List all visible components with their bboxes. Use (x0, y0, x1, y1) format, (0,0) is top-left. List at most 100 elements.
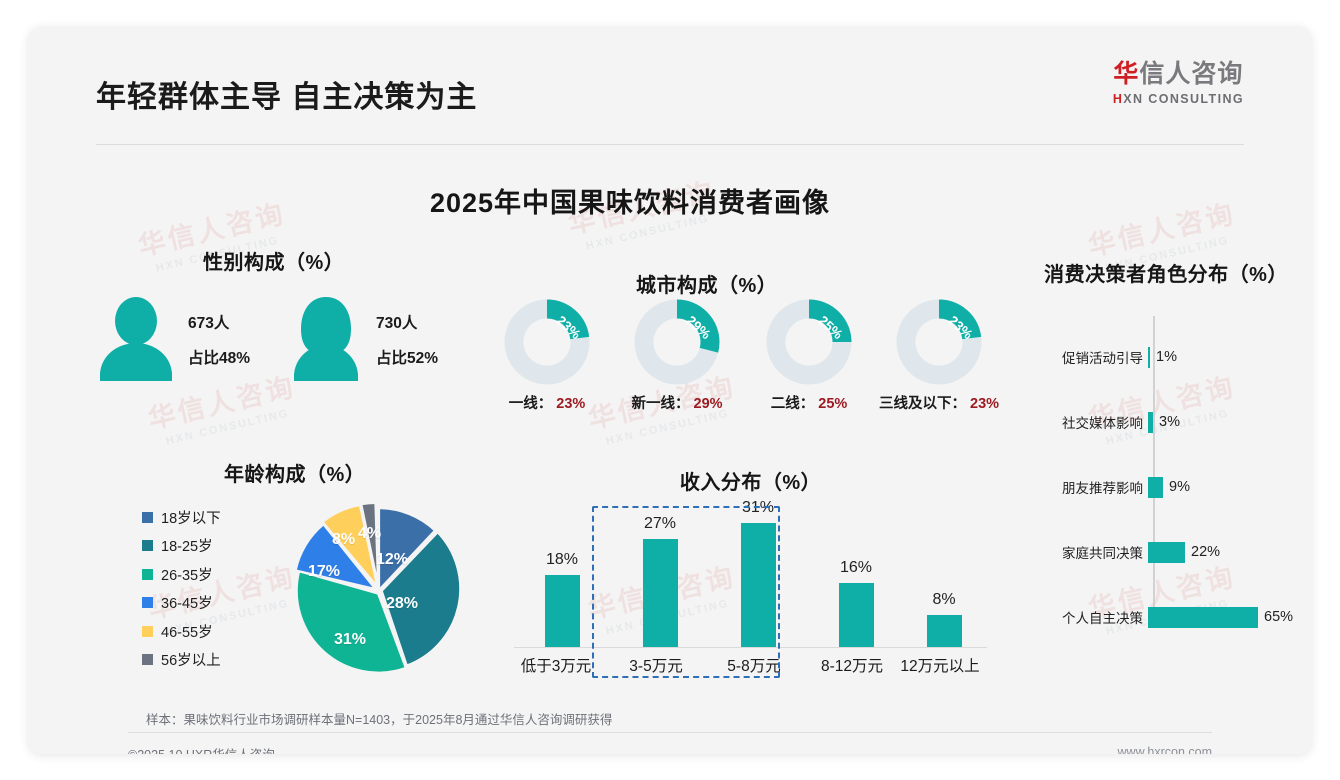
bar (1148, 411, 1153, 433)
legend-swatch (142, 654, 153, 666)
legend-item: 26-35岁 (142, 560, 221, 589)
slide-canvas: 年轻群体主导 自主决策为主 华信人咨询 HXN CONSULTING 华信人咨询… (28, 26, 1312, 754)
decision-bar-row: 个人自主决策 65% (1028, 604, 1303, 630)
bar-value-label: 3% (1159, 414, 1180, 430)
legend-label: 46-55岁 (161, 624, 213, 641)
donut-item: 23% 一线： 23% (483, 298, 611, 413)
donut-gauge-newtier1: 29% (633, 298, 721, 386)
income-section-heading: 收入分布（%） (679, 472, 822, 494)
legend-swatch (142, 625, 153, 637)
bar (1148, 541, 1185, 563)
income-bar-group: 27% (616, 515, 704, 647)
decision-label: 朋友推荐影响 (1062, 481, 1143, 496)
slide-header: 年轻群体主导 自主决策为主 华信人咨询 HXN CONSULTING (28, 26, 1312, 145)
header-divider (96, 144, 1244, 145)
legend-label: 26-35岁 (161, 567, 213, 584)
legend-item: 18岁以下 (142, 503, 221, 532)
bar (1148, 476, 1163, 498)
decision-bar-row: 家庭共同决策 22% (1028, 539, 1303, 565)
donut-gauge-tier3: 23% (895, 298, 983, 386)
income-bar-group: 31% (714, 499, 802, 647)
income-plot: 18% 27% 31% 16% 8% (508, 499, 993, 648)
female-silhouette-icon (288, 295, 364, 386)
logo-cn-gray: 信人咨询 (1139, 60, 1244, 88)
bar (544, 575, 580, 647)
donut-label: 三线及以下： 23% (878, 396, 1000, 412)
bar-value-label: 16% (839, 559, 873, 576)
decision-label: 家庭共同决策 (1062, 546, 1143, 561)
income-highlight-box (592, 506, 780, 678)
legend-item: 36-45岁 (142, 589, 221, 618)
income-category-label: 5-8万元 (727, 658, 781, 675)
pie-value-label: 17% (308, 563, 341, 580)
decision-role-chart: 消费决策者角色分布（%） 促销活动引导 1% 社交媒体影响 3% 朋友推荐影响 … (1028, 258, 1303, 638)
pie-value-label: 4% (358, 525, 382, 542)
legend-item: 56岁以上 (142, 646, 221, 675)
pie-value-label: 28% (386, 595, 419, 612)
page-title: 年轻群体主导 自主决策为主 (96, 81, 478, 114)
company-logo: 华信人咨询 HXN CONSULTING (1113, 60, 1244, 106)
female-share: 占比52% (376, 350, 439, 367)
bar (926, 615, 962, 647)
decision-bar-row: 朋友推荐影响 9% (1028, 474, 1303, 500)
decision-label: 社交媒体影响 (1062, 416, 1143, 431)
decision-label: 促销活动引导 (1062, 351, 1143, 366)
donut-gauge-tier1: 23% (503, 298, 591, 386)
city-section-heading: 城市构成（%） (636, 275, 778, 297)
bar-value-label: 1% (1156, 349, 1177, 365)
income-axis-line (514, 647, 987, 648)
decision-label: 个人自主决策 (1062, 611, 1143, 626)
logo-en-red: H (1112, 91, 1124, 106)
pie-value-label: 8% (332, 531, 356, 548)
male-count: 673人 (188, 315, 230, 332)
legend-label: 18岁以下 (161, 510, 221, 527)
bar (838, 583, 874, 647)
decision-bar-row: 促销活动引导 1% (1028, 344, 1303, 370)
bar-value-label: 8% (932, 591, 956, 608)
legend-swatch (142, 597, 153, 609)
legend-swatch (142, 540, 153, 552)
legend-swatch (142, 568, 153, 580)
bar-value-label: 65% (1264, 609, 1294, 625)
bar-value-label: 18% (545, 551, 579, 568)
legend-item: 18-25岁 (142, 532, 221, 561)
donut-item: 23% 三线及以下： 23% (875, 298, 1003, 413)
age-legend: 18岁以下 18-25岁 26-35岁 36-45岁 46-55岁 56岁以上 (142, 503, 221, 674)
donut-label: 一线： 23% (508, 396, 586, 412)
male-share: 占比48% (188, 350, 251, 367)
legend-label: 18-25岁 (161, 539, 213, 556)
bar-value-label: 9% (1169, 479, 1190, 495)
pie-value-label: 12% (376, 551, 409, 568)
bar (1148, 346, 1150, 368)
male-silhouette-icon (98, 295, 174, 386)
logo-en-gray: XN CONSULTING (1123, 91, 1244, 106)
bar (642, 539, 678, 647)
legend-item: 46-55岁 (142, 617, 221, 646)
copyright-text: ©2025.10 HXR华信人咨询 (128, 744, 275, 754)
bar-value-label: 27% (643, 515, 677, 532)
chart-main-title: 2025年中国果味饮料消费者画像 (429, 188, 831, 218)
female-count: 730人 (376, 315, 418, 332)
city-composition-chart: 23% 一线： 23% 29% 新一线： 29% 25% (483, 298, 1013, 412)
income-bar-group: 16% (812, 559, 900, 647)
income-distribution-chart: 收入分布（%） 18% 27% 31% 16% 8% (508, 466, 993, 691)
age-section-heading: 年龄构成（%） (224, 464, 366, 486)
age-pie: 12% 28% 31% 17% 8% 4% (290, 501, 468, 679)
legend-label: 56岁以上 (161, 653, 221, 670)
donut-label: 二线： 25% (770, 396, 848, 412)
gender-composition-chart: 673人 占比48% 730人 占比52% (98, 263, 498, 383)
income-category-label: 低于3万元 (520, 658, 592, 675)
gender-section-heading: 性别构成（%） (203, 252, 345, 274)
age-composition-chart: 18岁以下 18-25岁 26-35岁 36-45岁 46-55岁 56岁以上 (138, 461, 468, 686)
income-category-label: 12万元以上 (900, 658, 980, 675)
decision-axis-line (1153, 316, 1155, 614)
legend-label: 36-45岁 (161, 596, 213, 613)
income-category-label: 3-5万元 (629, 658, 683, 675)
pie-value-label: 31% (334, 631, 367, 648)
sample-note: 样本：果味饮料行业市场调研样本量N=1403，于2025年8月通过华信人咨询调研… (146, 713, 613, 727)
income-bar-group: 8% (900, 591, 988, 647)
decision-section-heading: 消费决策者角色分布（%） (1044, 264, 1288, 286)
decision-bar-row: 社交媒体影响 3% (1028, 409, 1303, 435)
donut-item: 29% 新一线： 29% (613, 298, 741, 413)
donut-item: 25% 二线： 25% (745, 298, 873, 413)
